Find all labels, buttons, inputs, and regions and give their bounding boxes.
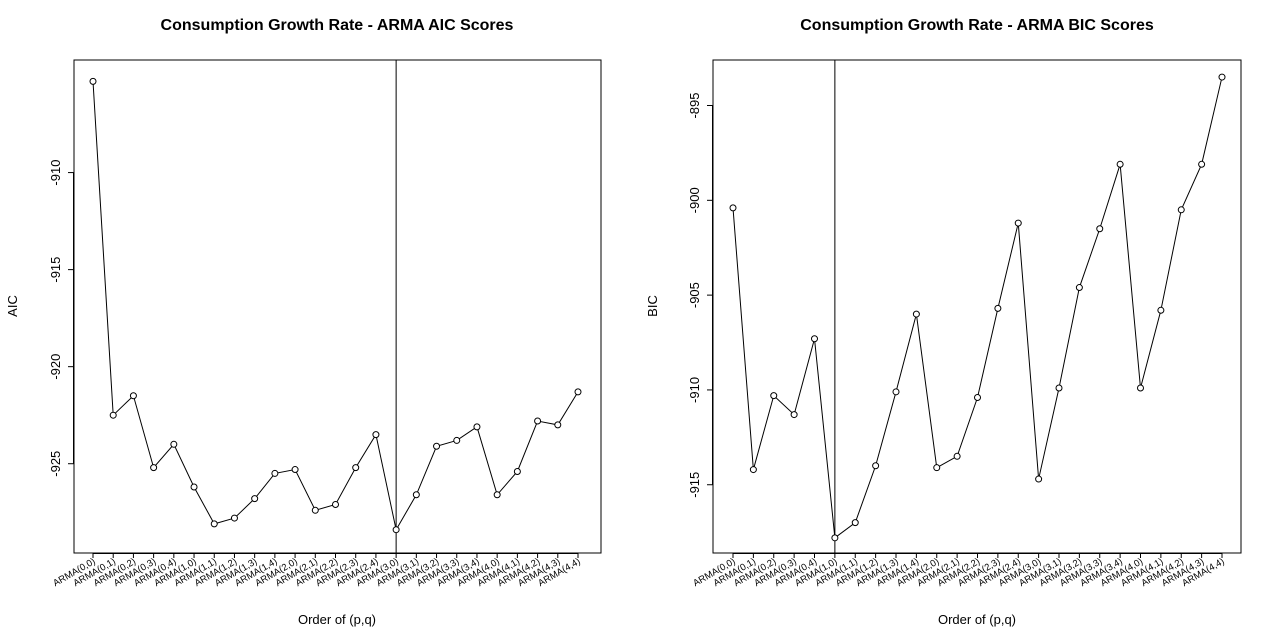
aic-data-point [230,514,238,522]
aic-data-point [150,464,158,472]
aic-data-point [271,469,279,477]
aic-panel: Consumption Growth Rate - ARMA AIC Score… [5,17,602,627]
bic-data-point [1137,384,1144,392]
bic-data-point [729,204,737,212]
bic-data-point [974,394,981,402]
aic-data-point [392,526,400,534]
aic-x-axis-label: Order of (p,q) [298,612,376,627]
aic-data-point [513,467,521,475]
aic-data-point [574,388,582,396]
aic-data-point [109,411,117,419]
bic-data-point [953,452,961,460]
aic-y-tick-label: -920 [48,354,63,380]
bic-y-tick-label: -895 [687,92,702,118]
aic-data-point [311,506,319,514]
bic-data-point [851,519,859,527]
bic-data-point [912,310,920,318]
aic-series-line [92,81,579,532]
aic-y-tick-label: -925 [48,451,63,477]
aic-data-point [473,423,481,431]
bic-data-point [1014,219,1022,227]
aic-data-point [129,392,137,400]
aic-y-axis: -910 -915 -920 -925 [48,160,74,477]
bic-x-axis-label: Order of (p,q) [938,612,1016,627]
bic-data-point [1157,306,1165,314]
bic-data-point [994,304,1002,312]
aic-plot-frame [73,59,602,554]
aic-data-point [210,520,218,528]
aic-data-point [251,495,259,503]
bic-panel: Consumption Growth Rate - ARMA BIC Score… [645,17,1242,627]
aic-y-tick-label: -910 [48,160,63,186]
bic-y-tick-label: -900 [687,187,702,213]
bic-data-point [1177,206,1185,214]
aic-data-point [291,466,299,474]
bic-data-point [1035,475,1043,483]
aic-data-point [453,436,461,444]
bic-data-point [811,335,818,343]
bic-data-point [770,392,778,400]
bic-data-point [790,411,798,419]
aic-data-point [170,440,178,448]
aic-data-point [433,442,441,450]
bic-series [729,60,1226,553]
bic-x-axis: ARMA(0,0)ARMA(0,1)ARMA(0,2)ARMA(0,3)ARMA… [691,553,1227,589]
bic-data-point [1096,225,1104,233]
bic-data-point [1075,284,1083,292]
aic-data-point [332,500,339,508]
bic-data-point [1116,160,1124,168]
bic-data-point [933,464,941,472]
aic-data-point [412,491,420,499]
aic-series [89,60,582,553]
aic-y-axis-label: AIC [5,295,20,317]
bic-data-point [892,388,900,396]
bic-y-tick-label: -910 [687,377,702,403]
bic-y-tick-label: -915 [687,472,702,498]
aic-data-point [534,417,542,425]
bic-data-point [1218,73,1226,81]
aic-data-point [190,483,198,491]
bic-y-axis-label: BIC [645,295,660,317]
bic-data-point [872,462,880,470]
bic-series-line [732,76,1223,539]
aic-data-point [493,491,501,499]
aic-y-tick-label: -915 [48,257,63,283]
bic-data-point [831,534,839,542]
aic-data-point [554,421,562,429]
bic-y-tick-label: -905 [687,282,702,308]
bic-y-axis: -895 -900 -905 -910 -915 [687,92,713,498]
aic-data-point [89,77,97,85]
aic-data-point [352,464,360,472]
bic-data-point [749,466,757,474]
aic-chart-title: Consumption Growth Rate - ARMA AIC Score… [161,17,514,34]
bic-chart-title: Consumption Growth Rate - ARMA BIC Score… [800,17,1154,34]
aic-data-point [372,431,380,439]
aic-x-axis: ARMA(0,0)ARMA(0,1)ARMA(0,2)ARMA(0,3)ARMA… [51,553,583,589]
bic-data-point [1198,160,1206,168]
bic-data-point [1055,384,1063,392]
